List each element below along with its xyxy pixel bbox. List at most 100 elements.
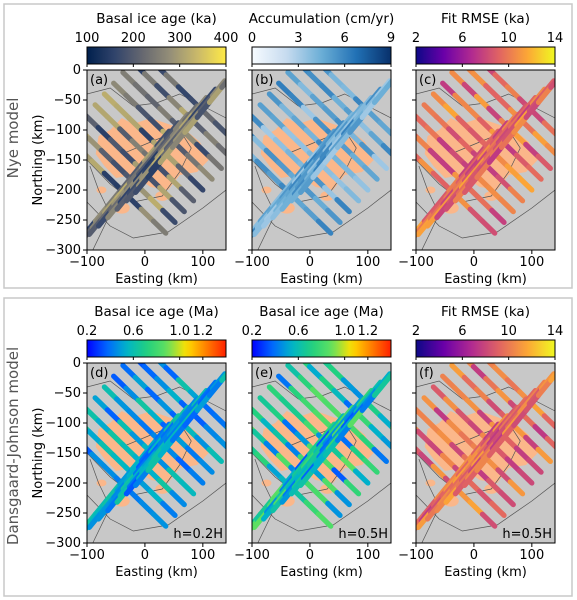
flight-line-segment [87, 406, 101, 424]
flight-line-segment [529, 401, 547, 419]
flight-line-segment [396, 137, 408, 149]
flight-line-segment [154, 376, 172, 394]
x-tick-label: −100 [234, 255, 270, 270]
flight-line-segment [486, 478, 504, 496]
flight-line-segment [343, 479, 362, 497]
flight-line-segment [464, 104, 483, 122]
flight-line-segment [184, 445, 203, 463]
flight-line-segment [362, 164, 380, 182]
flight-line-segment [470, 70, 489, 89]
contour-line [418, 165, 440, 250]
flight-line-segment [126, 408, 144, 426]
flight-line-segment [526, 457, 544, 475]
flight-line-segment [89, 158, 107, 176]
flight-line-segment [163, 365, 181, 383]
flight-line-segment [483, 82, 501, 101]
flight-line-segment [309, 93, 328, 112]
contour-line [254, 458, 276, 543]
colorbar-title: Basal ice age (Ma) [94, 304, 219, 320]
flight-line-segment [157, 398, 175, 416]
flight-line-segment [455, 408, 473, 426]
flight-line-segment [312, 488, 331, 506]
flight-line-segment [206, 446, 224, 464]
flight-line-segment [169, 422, 188, 443]
x-tick-label: 0 [306, 255, 314, 270]
flight-line-segment [200, 401, 218, 419]
flight-line-segment [147, 488, 166, 506]
y-tick-label: −200 [45, 476, 81, 491]
flight-line-segment [254, 158, 272, 176]
flight-line-segment [98, 440, 117, 458]
flight-line-segment [175, 84, 194, 102]
colorbar-tick-label: 6 [341, 31, 349, 46]
flight-line-segment [288, 385, 306, 403]
flight-line-segment [331, 174, 349, 192]
flight-line-segment [276, 373, 294, 391]
flight-line-segment [352, 468, 371, 486]
annotation: h=0.5H [502, 527, 552, 542]
flight-line-segment [147, 409, 166, 427]
flight-line-segment [322, 437, 341, 458]
colorbar-frame [415, 339, 556, 358]
flight-line-segment [141, 70, 160, 89]
flight-line-segment [424, 418, 443, 436]
flight-line-segment [187, 468, 206, 486]
flight-line-segment [120, 149, 138, 167]
flight-line-segment [266, 170, 285, 188]
y-axis-label: Northing (km) [31, 408, 46, 499]
flight-line-segment [215, 143, 226, 157]
flight-line-segment [440, 80, 458, 98]
flight-line-segment [191, 412, 209, 430]
flight-line-segment [489, 207, 507, 225]
flight-line-segment [507, 479, 526, 497]
flight-line-segment [138, 499, 157, 517]
flight-line-segment [334, 197, 352, 215]
x-axis-label: Easting (km) [280, 272, 363, 287]
panel-letter: (e) [255, 366, 273, 381]
flight-line-segment [495, 94, 514, 113]
flight-line-segment [544, 436, 555, 450]
flight-line-segment [145, 452, 163, 473]
flight-line-segment [526, 164, 544, 182]
flight-line-segment [476, 488, 495, 506]
flight-line-segment [145, 159, 163, 180]
flight-line-segment [87, 428, 104, 446]
flight-line-segment [486, 144, 505, 165]
flight-line-segment [297, 81, 316, 100]
flight-line-segment [310, 452, 328, 473]
flight-line-segment [163, 72, 181, 90]
colorbar-title: Accumulation (cm/yr) [249, 11, 394, 27]
flight-line-segment [486, 70, 498, 78]
flight-line-segment [535, 153, 553, 171]
x-tick-label: 100 [190, 255, 215, 270]
flight-line-segment [101, 91, 120, 109]
colorbar-tick-label: 14 [547, 324, 564, 339]
flight-line-segment [400, 236, 412, 251]
flight-line-segment [120, 70, 138, 88]
flight-line-segment [89, 451, 107, 469]
flight-line-segment [236, 529, 248, 544]
flight-line-segment [349, 152, 368, 170]
flight-line-segment [486, 105, 504, 124]
flight-line-segment [194, 434, 212, 452]
flight-line-segment [175, 456, 194, 474]
flight-line-segment [101, 463, 120, 481]
flight-line-segment [92, 395, 111, 413]
flight-line-segment [309, 386, 328, 404]
flight-line-segment [462, 174, 480, 195]
y-tick-label: −150 [45, 153, 81, 168]
flight-line-segment [440, 373, 458, 391]
flight-line-segment [421, 395, 440, 413]
flight-line-segment [87, 152, 95, 164]
panel-letter: (a) [90, 73, 108, 88]
flight-line-segment [430, 463, 449, 481]
colorbar-tick-label: 3 [294, 31, 302, 46]
x-tick-label: 100 [355, 255, 380, 270]
flight-line-segment [129, 138, 147, 156]
flight-line-segment [154, 82, 172, 101]
flight-line-segment [492, 72, 510, 90]
flight-line-segment [111, 80, 129, 98]
flight-line-segment [476, 116, 495, 134]
flight-line-segment [232, 137, 244, 149]
flight-line-segment [137, 363, 148, 370]
